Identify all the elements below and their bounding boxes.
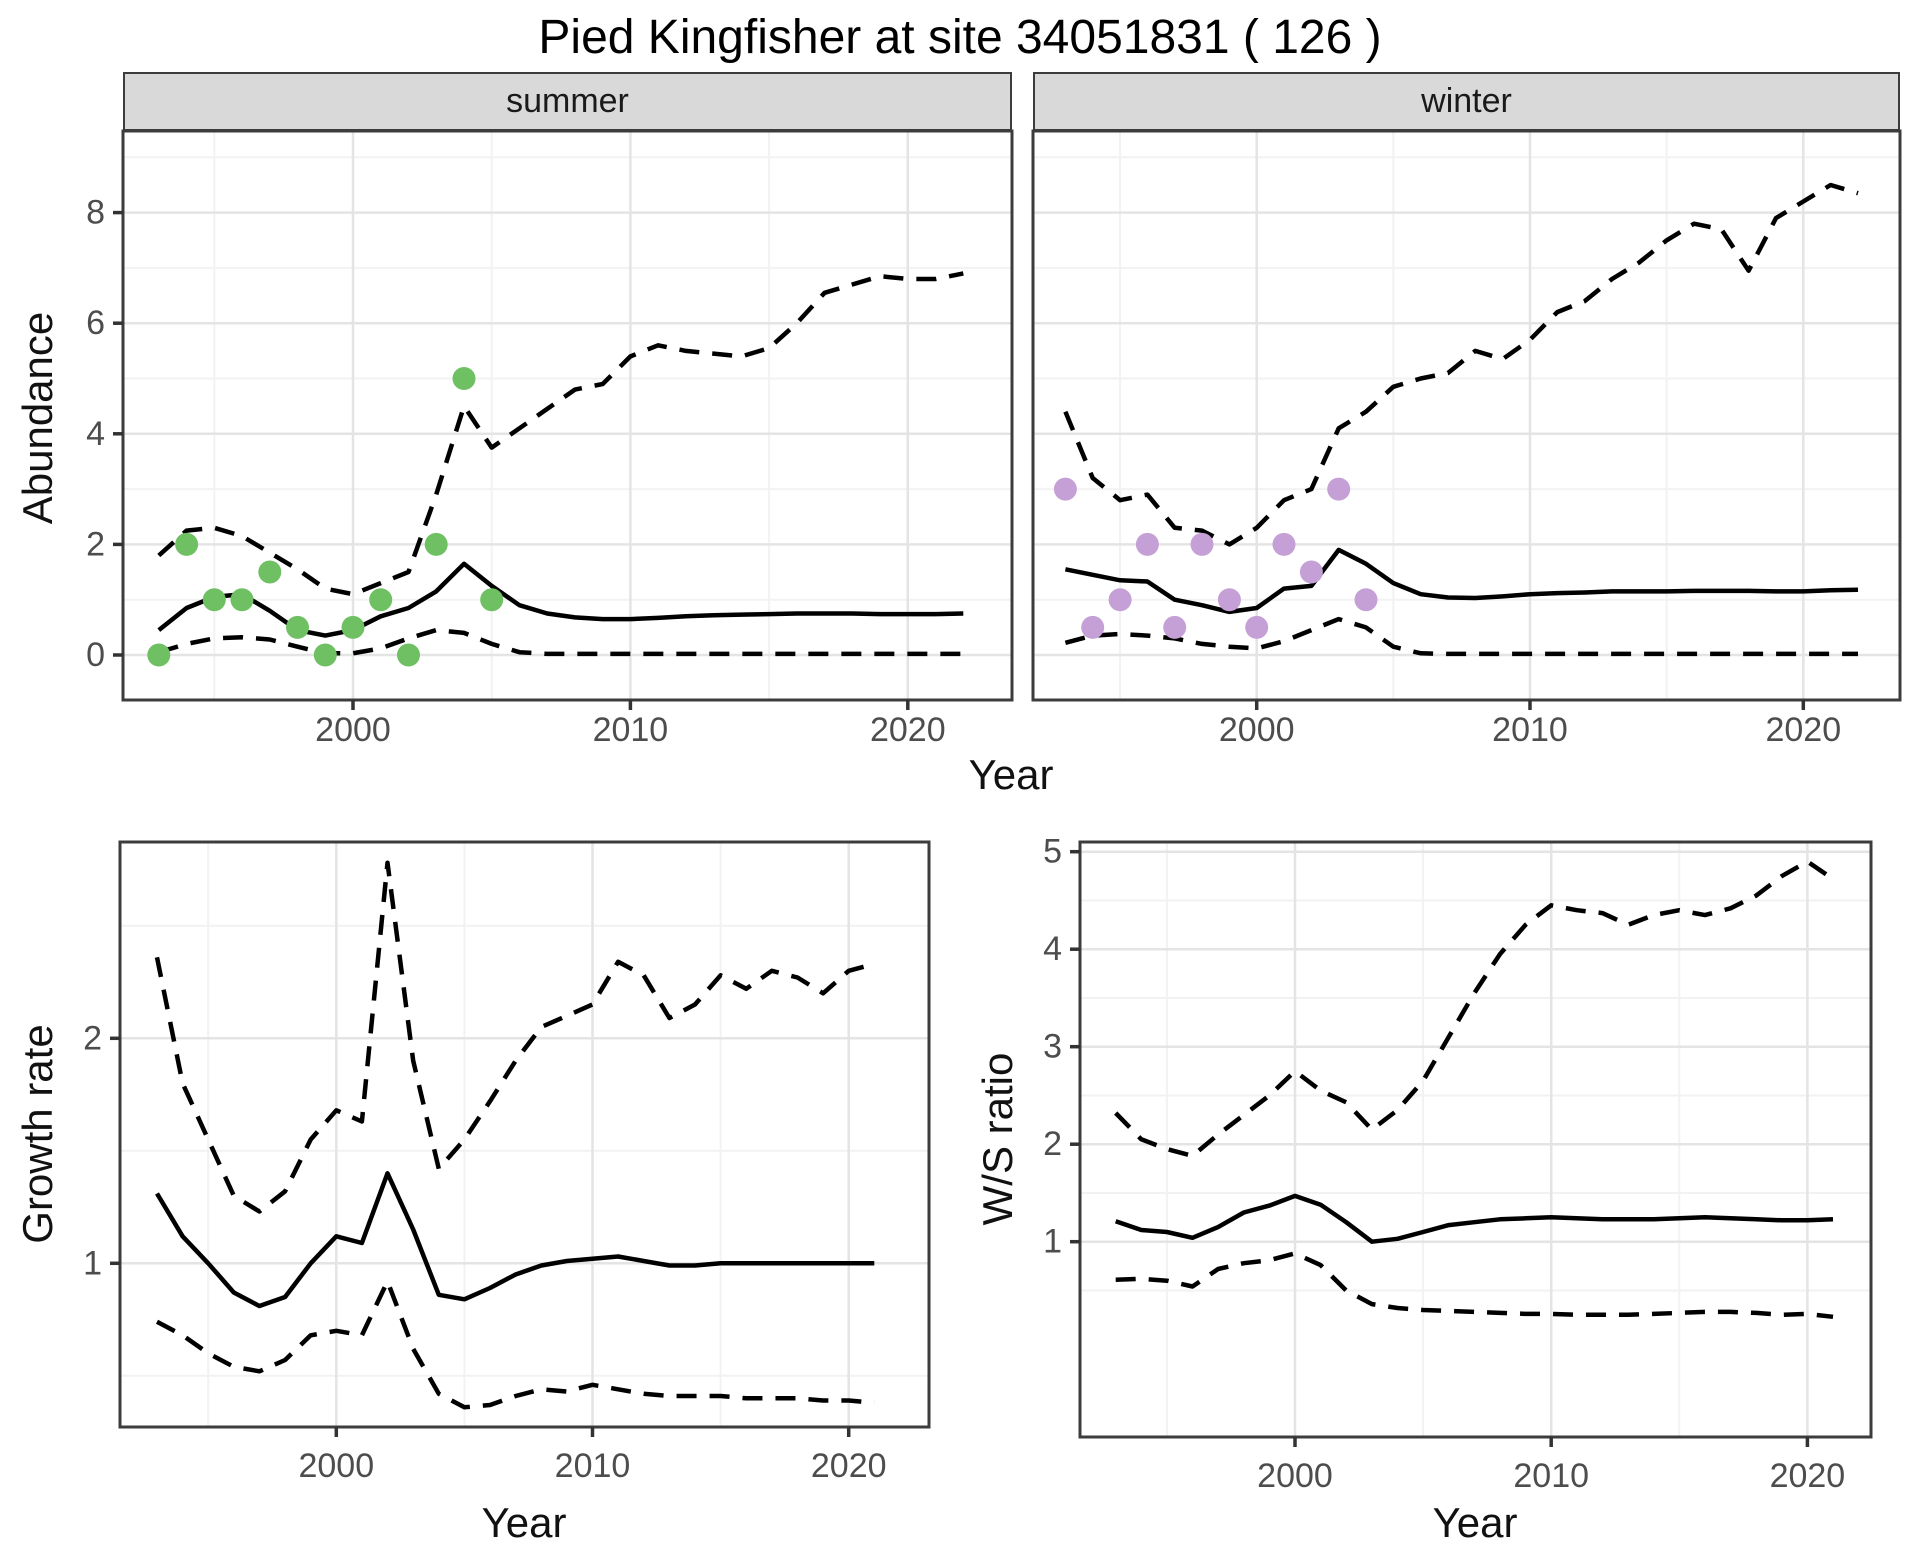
x-axis-title-year-ws: Year: [1432, 1499, 1518, 1546]
x-tick-label: 2010: [1492, 711, 1568, 749]
panel-border: [118, 840, 931, 1429]
upper-ci-line: [1063, 182, 1859, 547]
gridlines: [120, 842, 929, 1427]
observation-point: [230, 588, 254, 612]
observation-points: [1053, 477, 1378, 639]
upper-ci-line: [1114, 859, 1835, 1159]
observation-point: [1327, 477, 1351, 501]
upper-ci-line: [154, 860, 875, 1214]
axis-ticks: 2000 2010 2020 1 2 3 4 5: [1043, 833, 1845, 1495]
lower-ci-line: [1064, 616, 1858, 657]
x-tick-label: 2000: [315, 711, 391, 749]
facet-strip-summer-label: summer: [506, 82, 629, 120]
lower-ci-line: [155, 1279, 875, 1410]
gridlines: [123, 131, 1012, 700]
observation-point: [369, 588, 393, 612]
y-tick-label: 6: [86, 304, 105, 342]
y-tick-label: 2: [1043, 1125, 1062, 1163]
x-tick-label: 2020: [1765, 711, 1841, 749]
y-tick-label: 8: [86, 194, 105, 232]
y-tick-label: 2: [83, 1019, 102, 1057]
y-tick-label: 1: [1043, 1223, 1062, 1261]
observation-point: [175, 532, 199, 556]
x-tick-label: 2010: [1513, 1457, 1589, 1495]
panel-border: [121, 129, 1014, 702]
facet-strip-summer: summer: [123, 72, 1012, 131]
panel-abundance_winter: 2000 2010 2020: [1031, 129, 1902, 749]
gridlines: [1033, 131, 1900, 700]
x-tick-label: 2010: [555, 1447, 631, 1485]
facet-strip-winter-label: winter: [1421, 82, 1512, 120]
x-tick-label: 2000: [1257, 1457, 1333, 1495]
y-tick-label: 5: [1043, 833, 1062, 871]
observation-point: [480, 588, 504, 612]
median-line: [1064, 547, 1859, 615]
observation-point: [1354, 588, 1378, 612]
observation-point: [1053, 477, 1077, 501]
x-tick-label: 2020: [1770, 1457, 1846, 1495]
median-line: [1114, 1193, 1834, 1244]
lower-ci-line: [158, 627, 964, 657]
y-tick-label: 2: [86, 525, 105, 563]
axis-ticks: 2000 2010 2020: [1219, 700, 1841, 749]
panel-growth_rate: 2000 2010 2020 1 2: [83, 840, 931, 1485]
observation-points: [147, 367, 504, 667]
gridlines: [1080, 842, 1871, 1437]
observation-point: [1245, 615, 1269, 639]
facet-strip-winter: winter: [1033, 72, 1900, 131]
axis-ticks: 2000 2010 2020 1 2: [83, 1019, 886, 1485]
observation-point: [1108, 588, 1132, 612]
lower-ci-line: [1115, 1251, 1834, 1320]
observation-point: [1081, 615, 1105, 639]
observation-point: [452, 367, 476, 390]
observation-point: [1217, 588, 1241, 612]
observation-point: [202, 588, 226, 612]
upper-ci-line: [157, 271, 964, 597]
observation-point: [1272, 532, 1296, 556]
panel-border: [1031, 129, 1902, 702]
observation-point: [1135, 532, 1159, 556]
x-axis-title-year-top: Year: [968, 751, 1054, 798]
observation-point: [147, 643, 171, 667]
y-tick-label: 1: [83, 1244, 102, 1282]
observation-point: [1299, 560, 1323, 584]
observation-point: [1190, 532, 1214, 556]
observation-point: [424, 532, 448, 556]
figure-title: Pied Kingfisher at site 34051831 ( 126 ): [538, 11, 1382, 64]
x-tick-label: 2010: [593, 711, 669, 749]
panel-border: [1078, 840, 1873, 1439]
x-tick-label: 2000: [298, 1447, 374, 1485]
panel-abundance_summer: 2000 2010 2020 0 2 4 6 8: [86, 129, 1014, 749]
y-tick-label: 0: [86, 636, 105, 674]
observation-point: [258, 560, 282, 584]
median-line: [155, 1171, 875, 1309]
x-tick-label: 2000: [1219, 711, 1295, 749]
axis-ticks: 2000 2010 2020 0 2 4 6 8: [86, 194, 946, 749]
observation-point: [1163, 615, 1187, 639]
y-tick-label: 4: [1043, 930, 1062, 968]
observation-point: [313, 643, 337, 667]
y-tick-label: 4: [86, 415, 105, 453]
y-tick-label: 3: [1043, 1028, 1062, 1066]
observation-point: [397, 643, 420, 667]
observation-point: [341, 615, 365, 639]
observation-point: [286, 615, 309, 639]
x-tick-label: 2020: [811, 1447, 887, 1485]
panel-ws_ratio: 2000 2010 2020 1 2 3 4 5: [1043, 833, 1873, 1495]
x-tick-label: 2020: [870, 711, 946, 749]
x-axis-title-year-growth: Year: [481, 1499, 567, 1546]
